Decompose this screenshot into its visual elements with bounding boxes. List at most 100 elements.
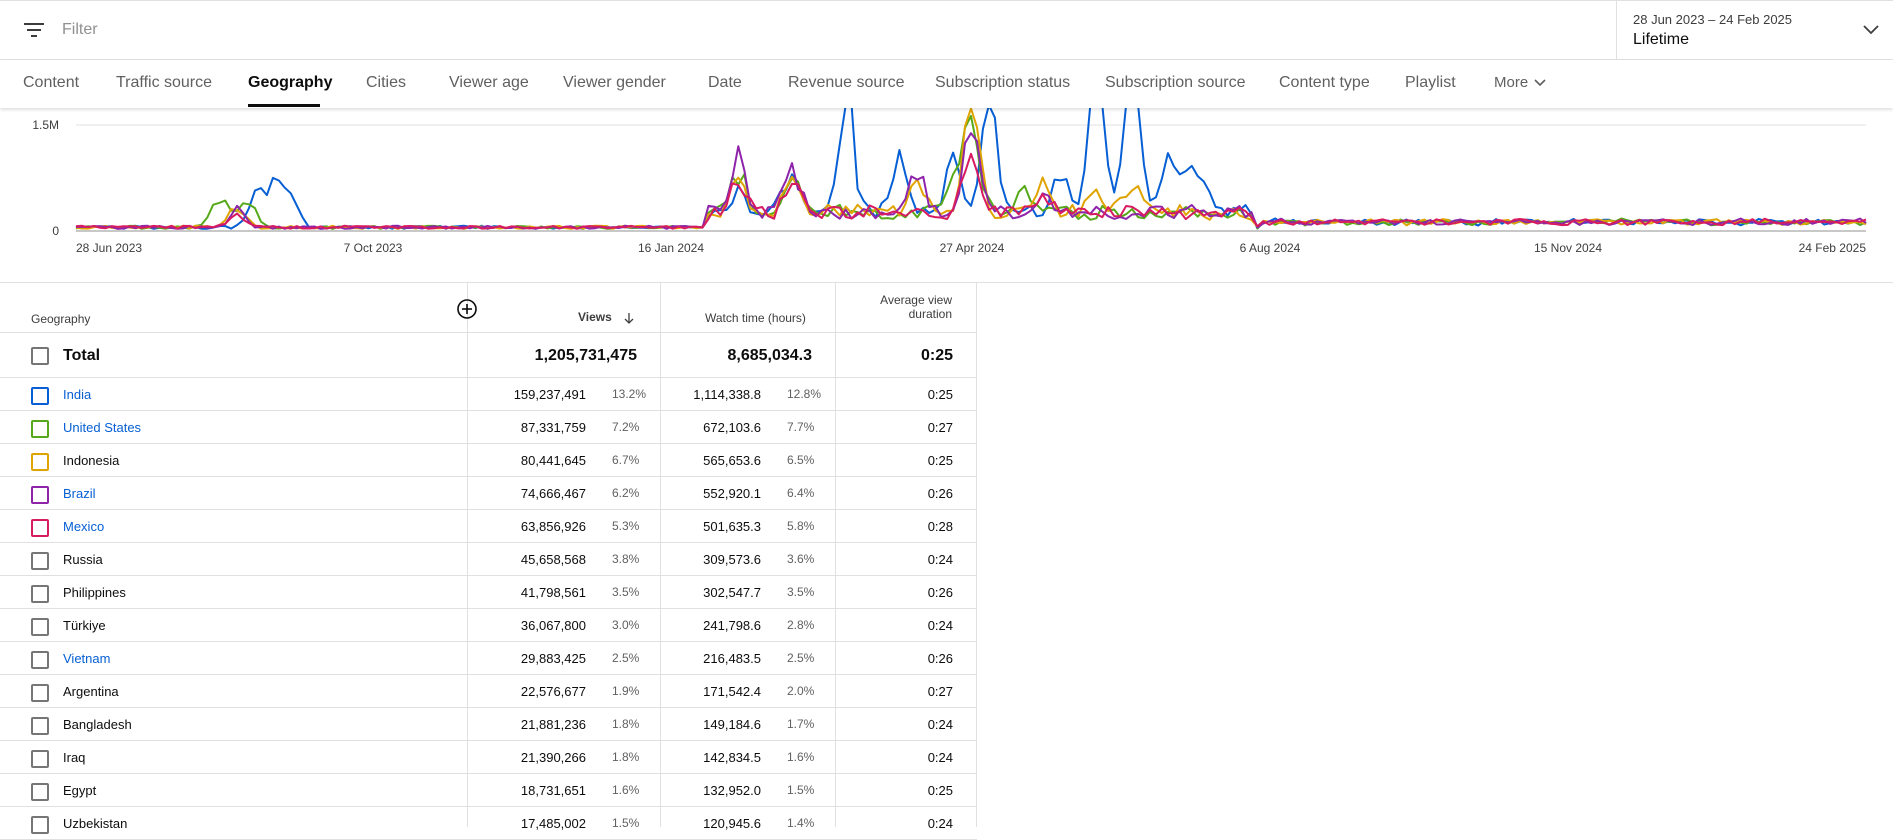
- column-header-views-label: Views: [578, 310, 612, 324]
- row-checkbox[interactable]: [31, 618, 49, 636]
- watch-time-percent: 2.5%: [787, 651, 815, 665]
- views-value: 36,067,800: [520, 618, 586, 633]
- tab-subscription-source[interactable]: Subscription source: [1105, 74, 1246, 91]
- watch-time-value: 241,798.6: [703, 618, 761, 633]
- tab-more[interactable]: More: [1494, 74, 1546, 91]
- row-checkbox[interactable]: [31, 684, 49, 702]
- avg-view-duration: 0:26: [927, 651, 953, 666]
- row-checkbox[interactable]: [31, 486, 49, 504]
- row-checkbox[interactable]: [31, 387, 49, 405]
- views-value: 159,237,491: [513, 387, 586, 402]
- total-checkbox[interactable]: [31, 347, 49, 365]
- filter-input[interactable]: Filter: [62, 21, 98, 38]
- views-value: 22,576,677: [520, 684, 586, 699]
- views-value: 45,658,568: [520, 552, 586, 567]
- x-tick-label: 7 Oct 2023: [344, 241, 403, 255]
- country-name: Türkiye: [63, 618, 106, 633]
- tab-cities[interactable]: Cities: [366, 74, 407, 91]
- date-range-text: 28 Jun 2023 – 24 Feb 2025: [1633, 12, 1793, 27]
- column-header-avg-line2: duration: [908, 307, 952, 321]
- country-name: Bangladesh: [63, 717, 132, 732]
- tab-viewer-age[interactable]: Viewer age: [449, 74, 529, 91]
- row-checkbox[interactable]: [31, 552, 49, 570]
- views-percent: 3.0%: [612, 618, 640, 632]
- table-row: Argentina 22,576,677 1.9% 171,542.4 2.0% 0:27: [0, 675, 977, 708]
- watch-time-percent: 5.8%: [787, 519, 815, 533]
- views-value: 21,881,236: [520, 717, 586, 732]
- series-line-brazil: [75, 132, 1867, 230]
- watch-time-value: 216,483.5: [703, 651, 761, 666]
- row-checkbox[interactable]: [31, 453, 49, 471]
- watch-time-value: 142,834.5: [703, 750, 761, 765]
- total-row: Total 1,205,731,475 8,685,034.3 0:25: [0, 332, 977, 378]
- watch-time-value: 565,653.6: [703, 453, 761, 468]
- add-column-icon[interactable]: [456, 298, 478, 320]
- tab-traffic-source[interactable]: Traffic source: [116, 74, 213, 91]
- x-tick-label: 15 Nov 2024: [1534, 241, 1602, 255]
- watch-time-percent: 2.8%: [787, 618, 815, 632]
- watch-time-percent: 12.8%: [787, 387, 822, 401]
- tab-playlist[interactable]: Playlist: [1405, 74, 1456, 91]
- total-watch-time: 8,685,034.3: [727, 347, 812, 364]
- column-header-geography[interactable]: Geography: [31, 312, 91, 326]
- watch-time-value: 149,184.6: [703, 717, 761, 732]
- tab-geography[interactable]: Geography: [248, 74, 333, 91]
- x-tick-label: 28 Jun 2023: [76, 241, 142, 255]
- table-row: Indonesia 80,441,645 6.7% 565,653.6 6.5% 0:25: [0, 444, 977, 477]
- row-checkbox[interactable]: [31, 750, 49, 768]
- views-percent: 3.8%: [612, 552, 640, 566]
- column-header-avg-view-duration[interactable]: Average view duration: [812, 293, 952, 321]
- watch-time-percent: 1.5%: [787, 783, 815, 797]
- country-name[interactable]: India: [63, 387, 92, 402]
- avg-view-duration: 0:27: [927, 684, 953, 699]
- watch-time-value: 132,952.0: [703, 783, 761, 798]
- date-range-picker[interactable]: 28 Jun 2023 – 24 Feb 2025 Lifetime: [1616, 1, 1893, 60]
- views-percent: 1.8%: [612, 750, 640, 764]
- table-row: Brazil 74,666,467 6.2% 552,920.1 6.4% 0:26: [0, 477, 977, 510]
- country-name[interactable]: Brazil: [63, 486, 96, 501]
- country-name: Uzbekistan: [63, 816, 128, 831]
- total-avg-view-duration: 0:25: [920, 347, 953, 364]
- country-name: Iraq: [63, 750, 86, 765]
- views-value: 63,856,926: [520, 519, 586, 534]
- watch-time-value: 309,573.6: [703, 552, 761, 567]
- tab-revenue-source[interactable]: Revenue source: [788, 74, 905, 91]
- views-percent: 7.2%: [612, 420, 640, 434]
- table-row: Bangladesh 21,881,236 1.8% 149,184.6 1.7% 0:2…: [0, 708, 977, 741]
- row-checkbox[interactable]: [31, 651, 49, 669]
- country-name[interactable]: Mexico: [63, 519, 105, 534]
- avg-view-duration: 0:24: [927, 618, 953, 633]
- series-line-indonesia: [75, 108, 1867, 230]
- views-value: 29,883,425: [520, 651, 586, 666]
- chevron-down-icon: [1863, 25, 1879, 35]
- country-name[interactable]: United States: [63, 420, 142, 435]
- watch-time-percent: 1.6%: [787, 750, 815, 764]
- table-row: India 159,237,491 13.2% 1,114,338.8 12.8% 0:2…: [0, 378, 977, 411]
- views-percent: 6.7%: [612, 453, 640, 467]
- avg-view-duration: 0:24: [927, 750, 953, 765]
- table-row: United States 87,331,759 7.2% 672,103.6 7.7%…: [0, 411, 977, 444]
- tab-content-type[interactable]: Content type: [1279, 74, 1370, 91]
- watch-time-value: 672,103.6: [703, 420, 761, 435]
- country-name[interactable]: Vietnam: [63, 651, 111, 666]
- row-checkbox[interactable]: [31, 585, 49, 603]
- tab-date[interactable]: Date: [708, 74, 742, 91]
- watch-time-value: 171,542.4: [703, 684, 761, 699]
- watch-time-percent: 6.4%: [787, 486, 815, 500]
- table-row: Philippines 41,798,561 3.5% 302,547.7 3.5% 0:…: [0, 576, 977, 609]
- row-checkbox[interactable]: [31, 816, 49, 834]
- row-checkbox[interactable]: [31, 420, 49, 438]
- row-checkbox[interactable]: [31, 717, 49, 735]
- row-checkbox[interactable]: [31, 519, 49, 537]
- tab-viewer-gender[interactable]: Viewer gender: [563, 74, 666, 91]
- avg-view-duration: 0:26: [927, 585, 953, 600]
- column-header-views[interactable]: Views: [578, 310, 635, 324]
- table-row: Uzbekistan 17,485,002 1.5% 120,945.6 1.4% 0:2…: [0, 807, 977, 840]
- tab-content[interactable]: Content: [23, 74, 80, 91]
- y-tick-label: 0: [52, 224, 59, 238]
- filter-icon[interactable]: [24, 22, 44, 38]
- tab-subscription-status[interactable]: Subscription status: [935, 74, 1071, 91]
- column-header-watch-time[interactable]: Watch time (hours): [705, 311, 806, 325]
- row-checkbox[interactable]: [31, 783, 49, 801]
- tab-more-label: More: [1494, 74, 1529, 91]
